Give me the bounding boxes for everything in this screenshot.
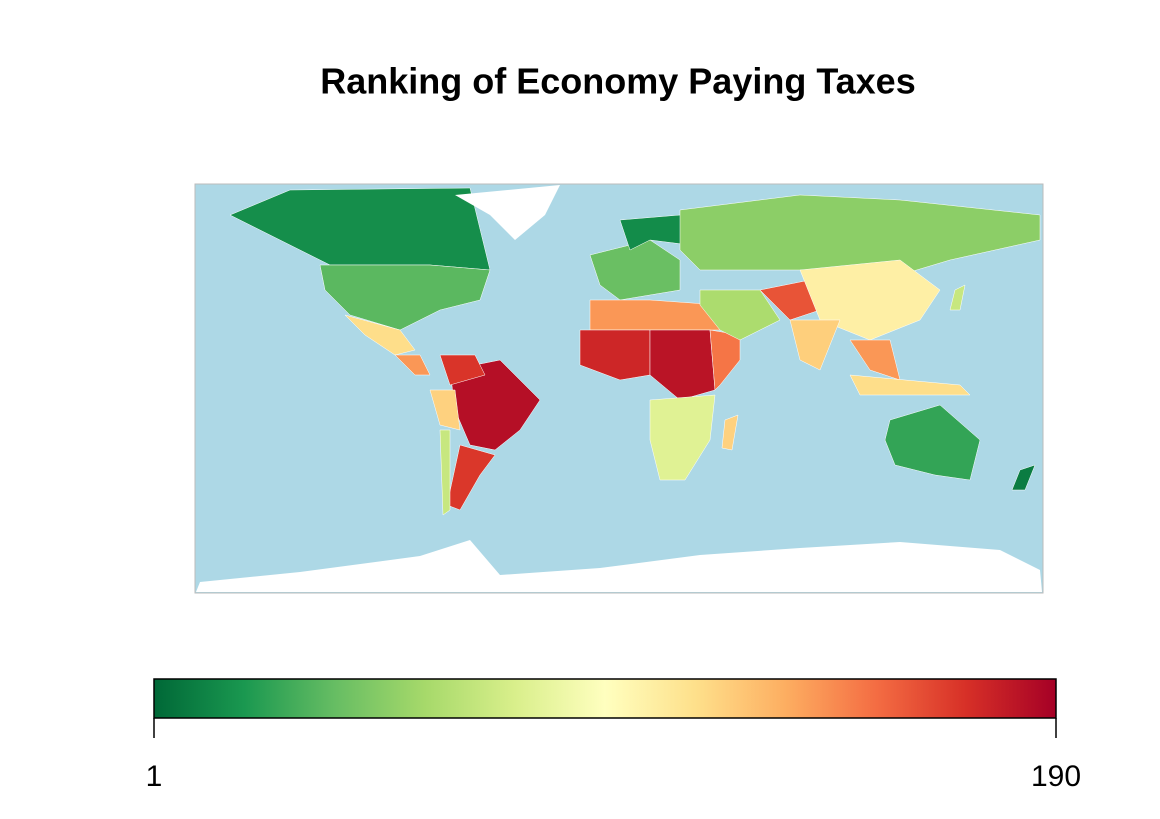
region	[429, 389, 461, 431]
region	[439, 429, 451, 516]
region	[619, 214, 691, 251]
region	[1011, 464, 1036, 491]
region	[949, 284, 966, 311]
map-title: Ranking of Economy Paying Taxes	[320, 61, 915, 102]
antarctica	[196, 540, 1042, 592]
region	[849, 374, 971, 396]
region	[884, 404, 981, 481]
region	[394, 354, 431, 376]
region	[649, 394, 716, 481]
region	[721, 414, 739, 451]
region	[679, 194, 1041, 276]
legend-tick-label: 1	[146, 760, 163, 793]
region	[439, 354, 486, 386]
greenland	[455, 185, 560, 240]
color-bar	[153, 678, 1057, 719]
region	[649, 329, 716, 401]
region	[579, 329, 651, 381]
region	[319, 264, 491, 331]
region	[344, 314, 416, 356]
legend-tick-label: 190	[1031, 760, 1081, 793]
region	[789, 319, 841, 371]
